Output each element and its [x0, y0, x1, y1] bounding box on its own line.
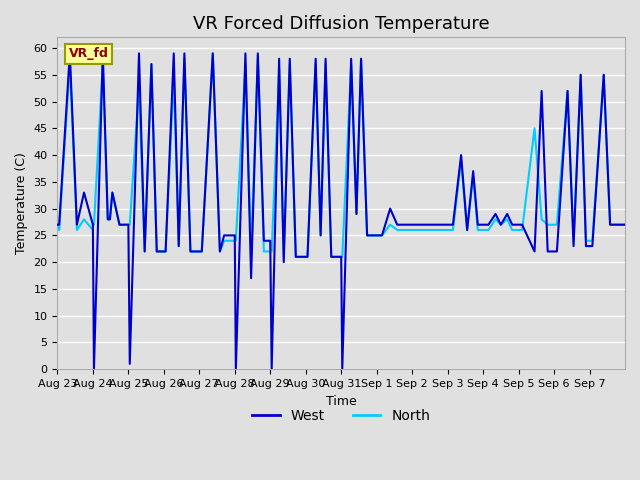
West	[500, 216, 508, 222]
North	[615, 222, 623, 228]
West	[621, 222, 628, 228]
North	[500, 219, 508, 225]
Y-axis label: Temperature (C): Temperature (C)	[15, 152, 28, 254]
Legend: West, North: West, North	[246, 404, 436, 429]
Title: VR Forced Diffusion Temperature: VR Forced Diffusion Temperature	[193, 15, 490, 33]
West	[615, 222, 623, 228]
Line: North: North	[58, 53, 625, 257]
North	[534, 176, 542, 181]
West	[54, 222, 61, 228]
West	[170, 58, 178, 63]
X-axis label: Time: Time	[326, 395, 356, 408]
West	[90, 366, 98, 372]
North	[170, 76, 177, 82]
North	[414, 227, 422, 233]
North	[292, 254, 300, 260]
North	[54, 222, 61, 228]
North	[465, 218, 472, 224]
Text: VR_fd: VR_fd	[68, 48, 109, 60]
North	[621, 222, 628, 228]
Line: West: West	[58, 53, 625, 369]
North	[209, 50, 216, 56]
West	[465, 217, 472, 223]
West	[99, 50, 107, 56]
West	[534, 160, 542, 166]
West	[414, 222, 422, 228]
